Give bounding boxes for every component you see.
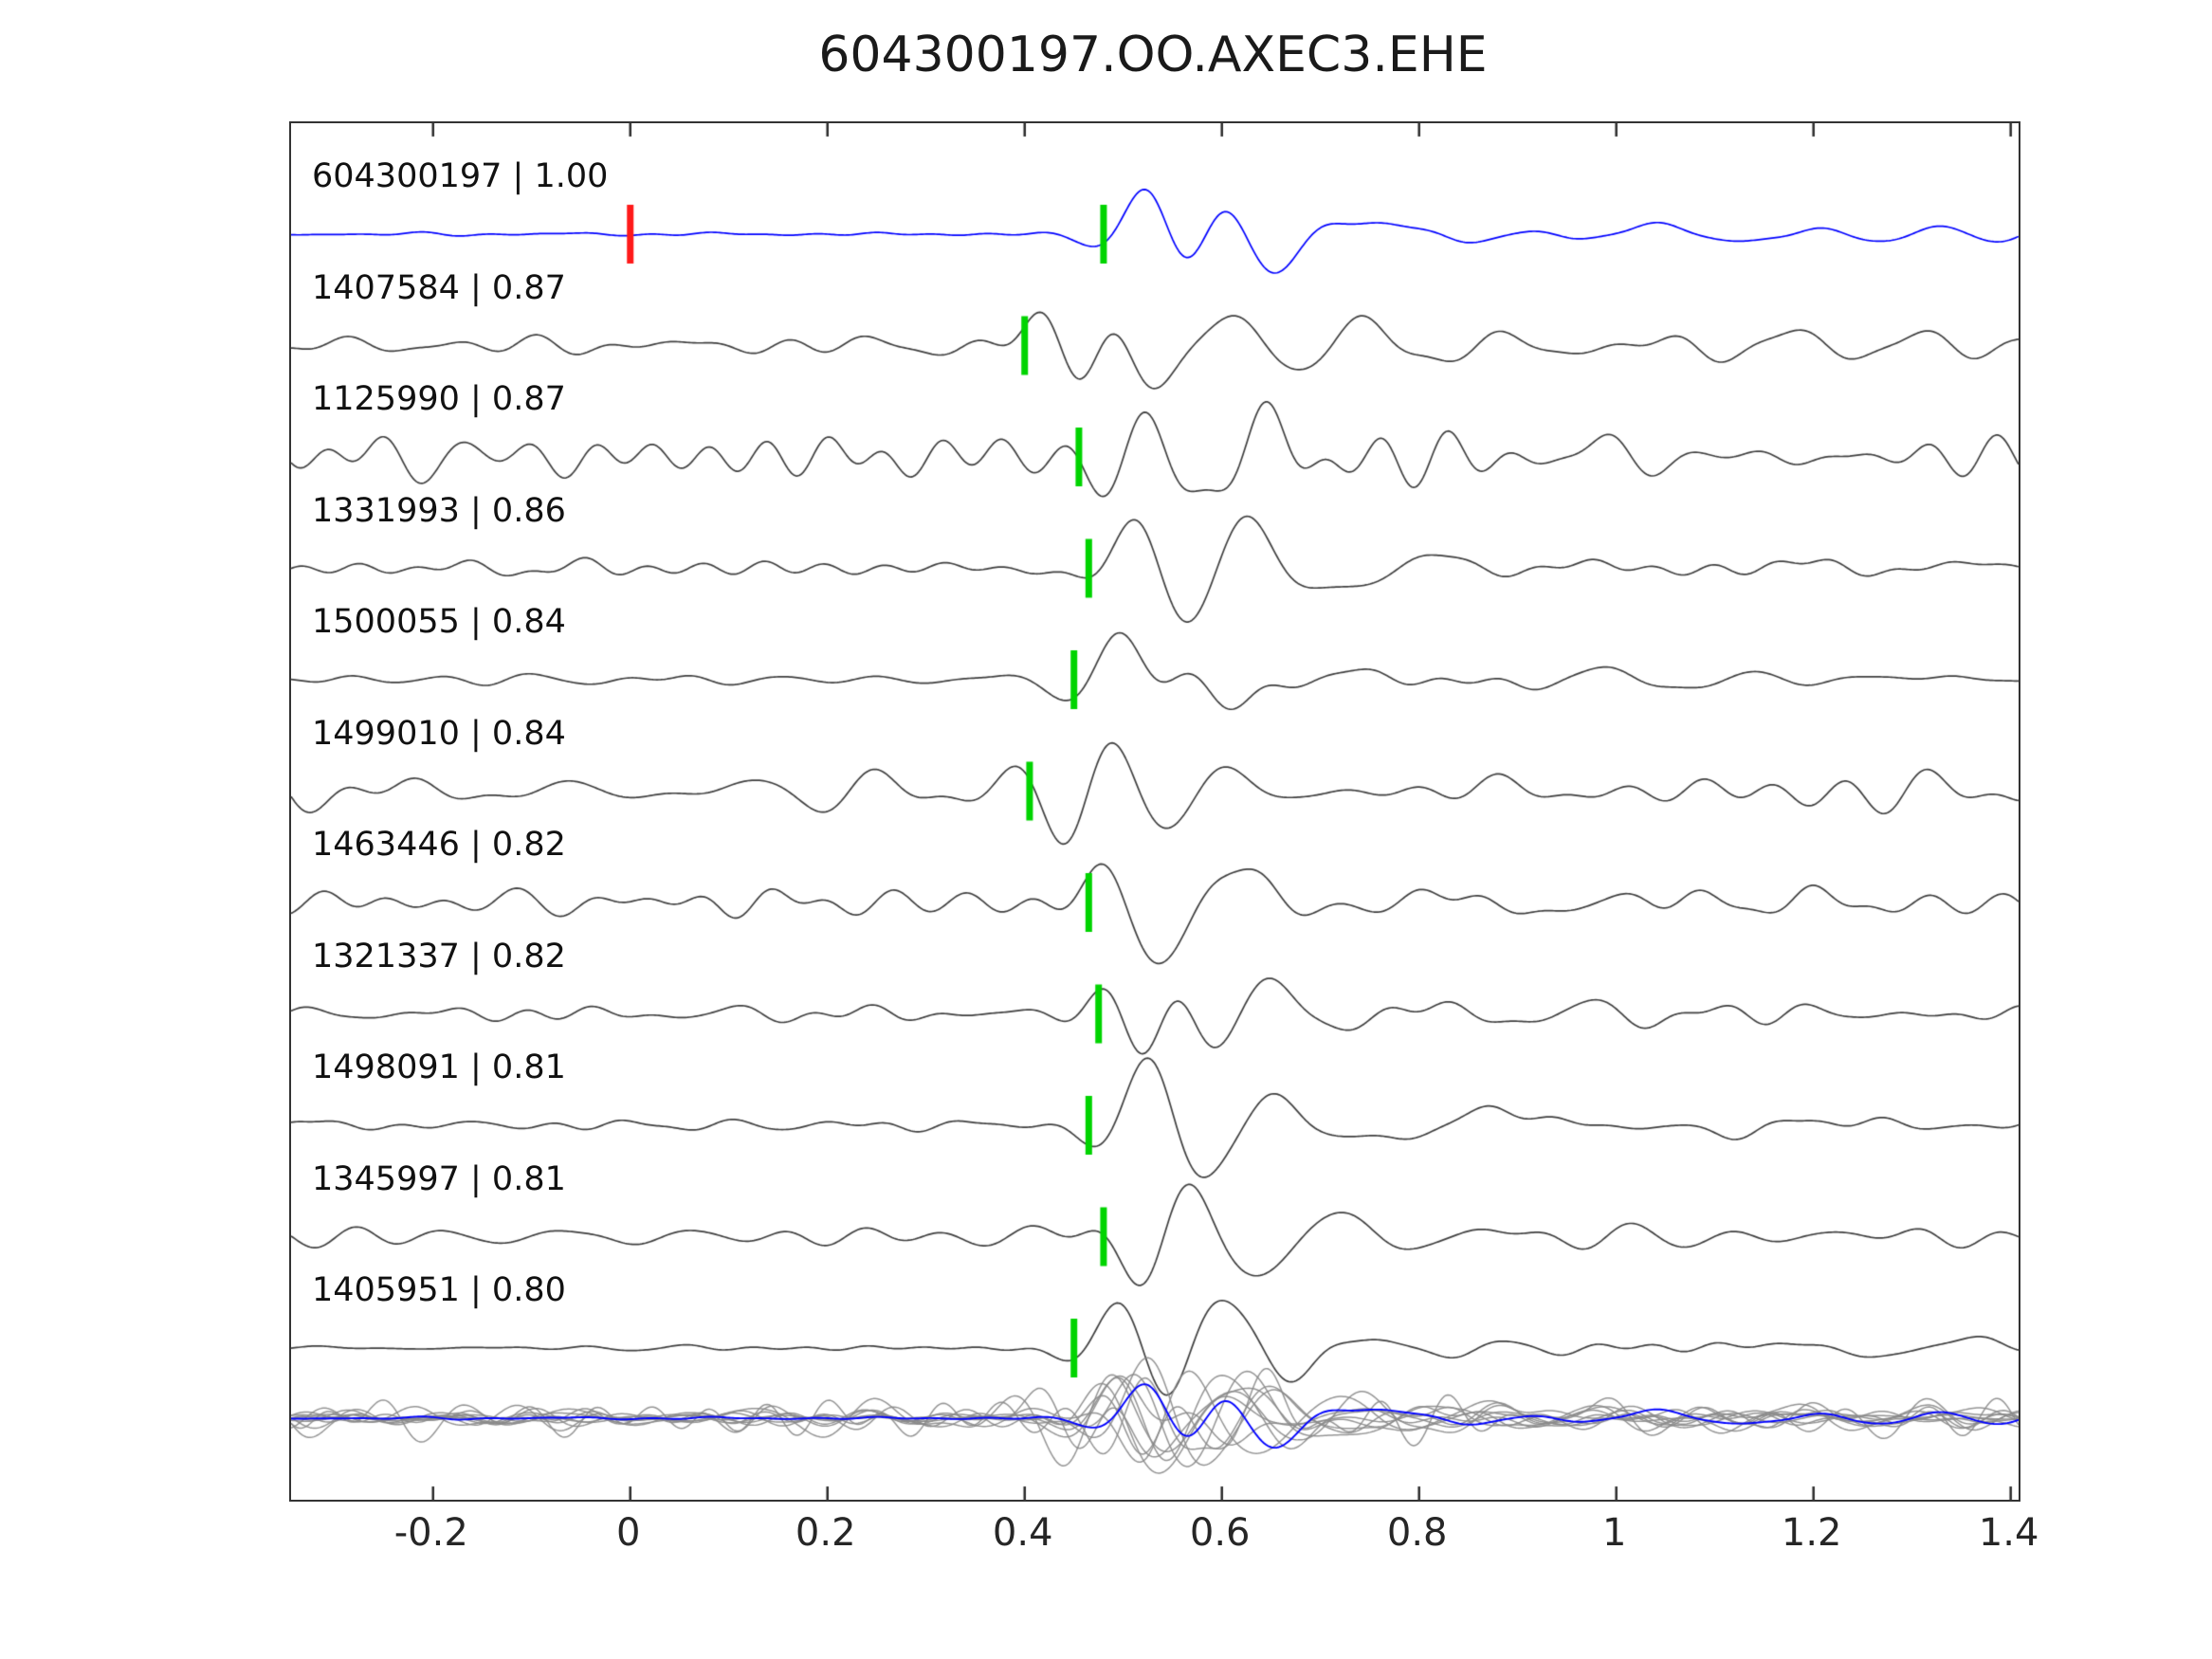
trace-label-1405951: 1405951 | 0.80: [312, 1271, 566, 1309]
x-tick-label: 1.4: [1978, 1511, 2039, 1555]
x-tick-label: 0: [616, 1511, 641, 1555]
trace-label-1500055: 1500055 | 0.84: [312, 603, 566, 641]
figure-title: 604300197.OO.AXEC3.EHE: [818, 27, 1488, 83]
x-tick-label: -0.2: [393, 1511, 468, 1555]
x-tick-label: 0.6: [1189, 1511, 1251, 1555]
x-tick-label: 0.4: [992, 1511, 1053, 1555]
trace-label-1498091: 1498091 | 0.81: [312, 1048, 566, 1086]
trace-label-1499010: 1499010 | 0.84: [312, 714, 566, 753]
waveform-canvas: [291, 123, 2019, 1500]
trace-label-1463446: 1463446 | 0.82: [312, 826, 566, 864]
x-tick-label: 0.2: [795, 1511, 856, 1555]
trace-label-1331993: 1331993 | 0.86: [312, 491, 566, 530]
x-axis: -0.2 0 0.2 0.4 0.6 0.8 1 1.2 1.4: [0, 1511, 2212, 1568]
trace-label-1321337: 1321337 | 0.82: [312, 937, 566, 975]
x-tick-label: 1: [1601, 1511, 1627, 1555]
plot-area: 604300197 | 1.00 1407584 | 0.87 1125990 …: [289, 121, 2020, 1502]
x-tick-label: 0.8: [1386, 1511, 1448, 1555]
trace-label-604300197: 604300197 | 1.00: [312, 157, 609, 195]
trace-label-1345997: 1345997 | 0.81: [312, 1159, 566, 1198]
trace-label-1125990: 1125990 | 0.87: [312, 380, 566, 418]
x-tick-label: 1.2: [1781, 1511, 1842, 1555]
trace-label-1407584: 1407584 | 0.87: [312, 268, 566, 307]
